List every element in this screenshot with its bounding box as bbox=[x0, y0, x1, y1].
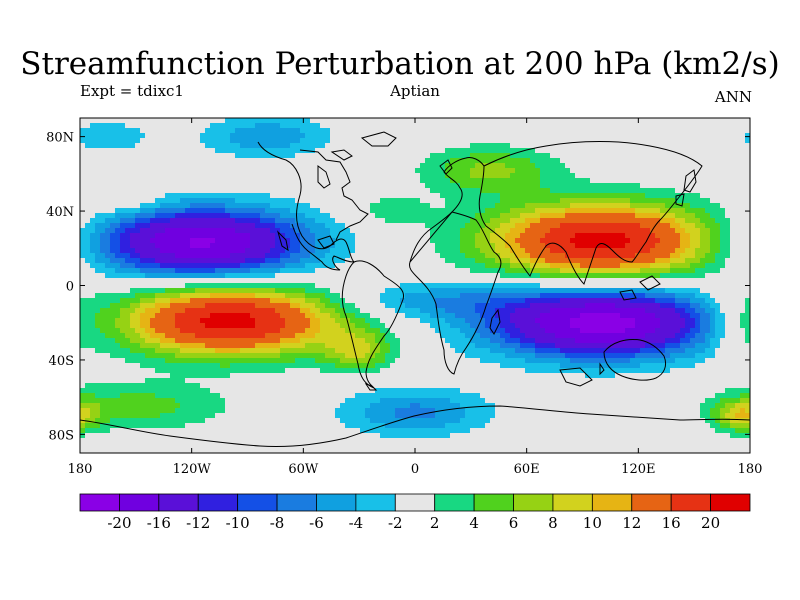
coastlines bbox=[80, 131, 750, 448]
colorbar-swatch bbox=[355, 493, 396, 512]
colorbar-swatch bbox=[513, 493, 554, 512]
colorbar-label: 20 bbox=[701, 514, 720, 532]
x-tick-label: 60E bbox=[514, 462, 540, 477]
colorbar-swatch bbox=[631, 493, 672, 512]
colorbar-label: -8 bbox=[270, 514, 285, 532]
colorbar-label: -2 bbox=[388, 514, 403, 532]
x-axis: 180 120W 60W 0 60E 120E 180 bbox=[68, 118, 763, 477]
y-axis: 80N 40N 0 40S 80S bbox=[46, 131, 750, 443]
colorbar-swatch bbox=[197, 493, 239, 512]
colorbar-swatch bbox=[79, 493, 120, 512]
colorbar-swatch bbox=[394, 493, 436, 512]
y-tick-label: 80S bbox=[49, 428, 74, 443]
colorbar-swatch bbox=[158, 493, 199, 512]
colorbar-swatch bbox=[552, 493, 593, 512]
x-tick-label: 180 bbox=[738, 462, 763, 477]
colorbar-swatch bbox=[316, 493, 357, 512]
colorbar-swatch bbox=[710, 493, 751, 512]
colorbar-label: -4 bbox=[349, 514, 364, 532]
colorbar-label: -16 bbox=[147, 514, 171, 532]
period-label: Aptian bbox=[390, 82, 440, 100]
colorbar-label: 8 bbox=[548, 514, 558, 532]
colorbar-swatch bbox=[670, 493, 711, 512]
colorbar-swatch bbox=[434, 493, 475, 512]
colorbar-swatch bbox=[119, 493, 160, 512]
y-tick-label: 80N bbox=[46, 131, 74, 146]
x-tick-label: 180 bbox=[68, 462, 93, 477]
colorbar-label: -12 bbox=[186, 514, 210, 532]
colorbar-label: -6 bbox=[309, 514, 324, 532]
colorbar-label: 4 bbox=[469, 514, 479, 532]
colorbar-label: 12 bbox=[622, 514, 641, 532]
contour-field bbox=[80, 118, 750, 453]
y-tick-label: 0 bbox=[66, 280, 74, 295]
colorbar-swatch bbox=[276, 493, 317, 512]
colorbar-swatch bbox=[591, 493, 633, 512]
colorbar-label: 16 bbox=[662, 514, 681, 532]
colorbar-swatch bbox=[473, 493, 514, 512]
x-tick-label: 0 bbox=[411, 462, 419, 477]
colorbar-label: -20 bbox=[107, 514, 131, 532]
colorbar-label: 6 bbox=[509, 514, 519, 532]
x-tick-label: 120E bbox=[621, 462, 655, 477]
colorbar-label: 2 bbox=[430, 514, 440, 532]
y-tick-label: 40S bbox=[49, 354, 74, 369]
x-tick-label: 60W bbox=[288, 462, 319, 477]
colorbar-label: -10 bbox=[226, 514, 250, 532]
colorbar-swatch bbox=[237, 493, 278, 512]
season-label: ANN bbox=[714, 88, 752, 106]
x-tick-label: 120W bbox=[173, 462, 212, 477]
colorbar-label: 10 bbox=[583, 514, 602, 532]
experiment-label: Expt = tdixc1 bbox=[80, 82, 184, 100]
y-tick-label: 40N bbox=[46, 205, 74, 220]
chart-title: Streamfunction Perturbation at 200 hPa (… bbox=[20, 46, 780, 82]
